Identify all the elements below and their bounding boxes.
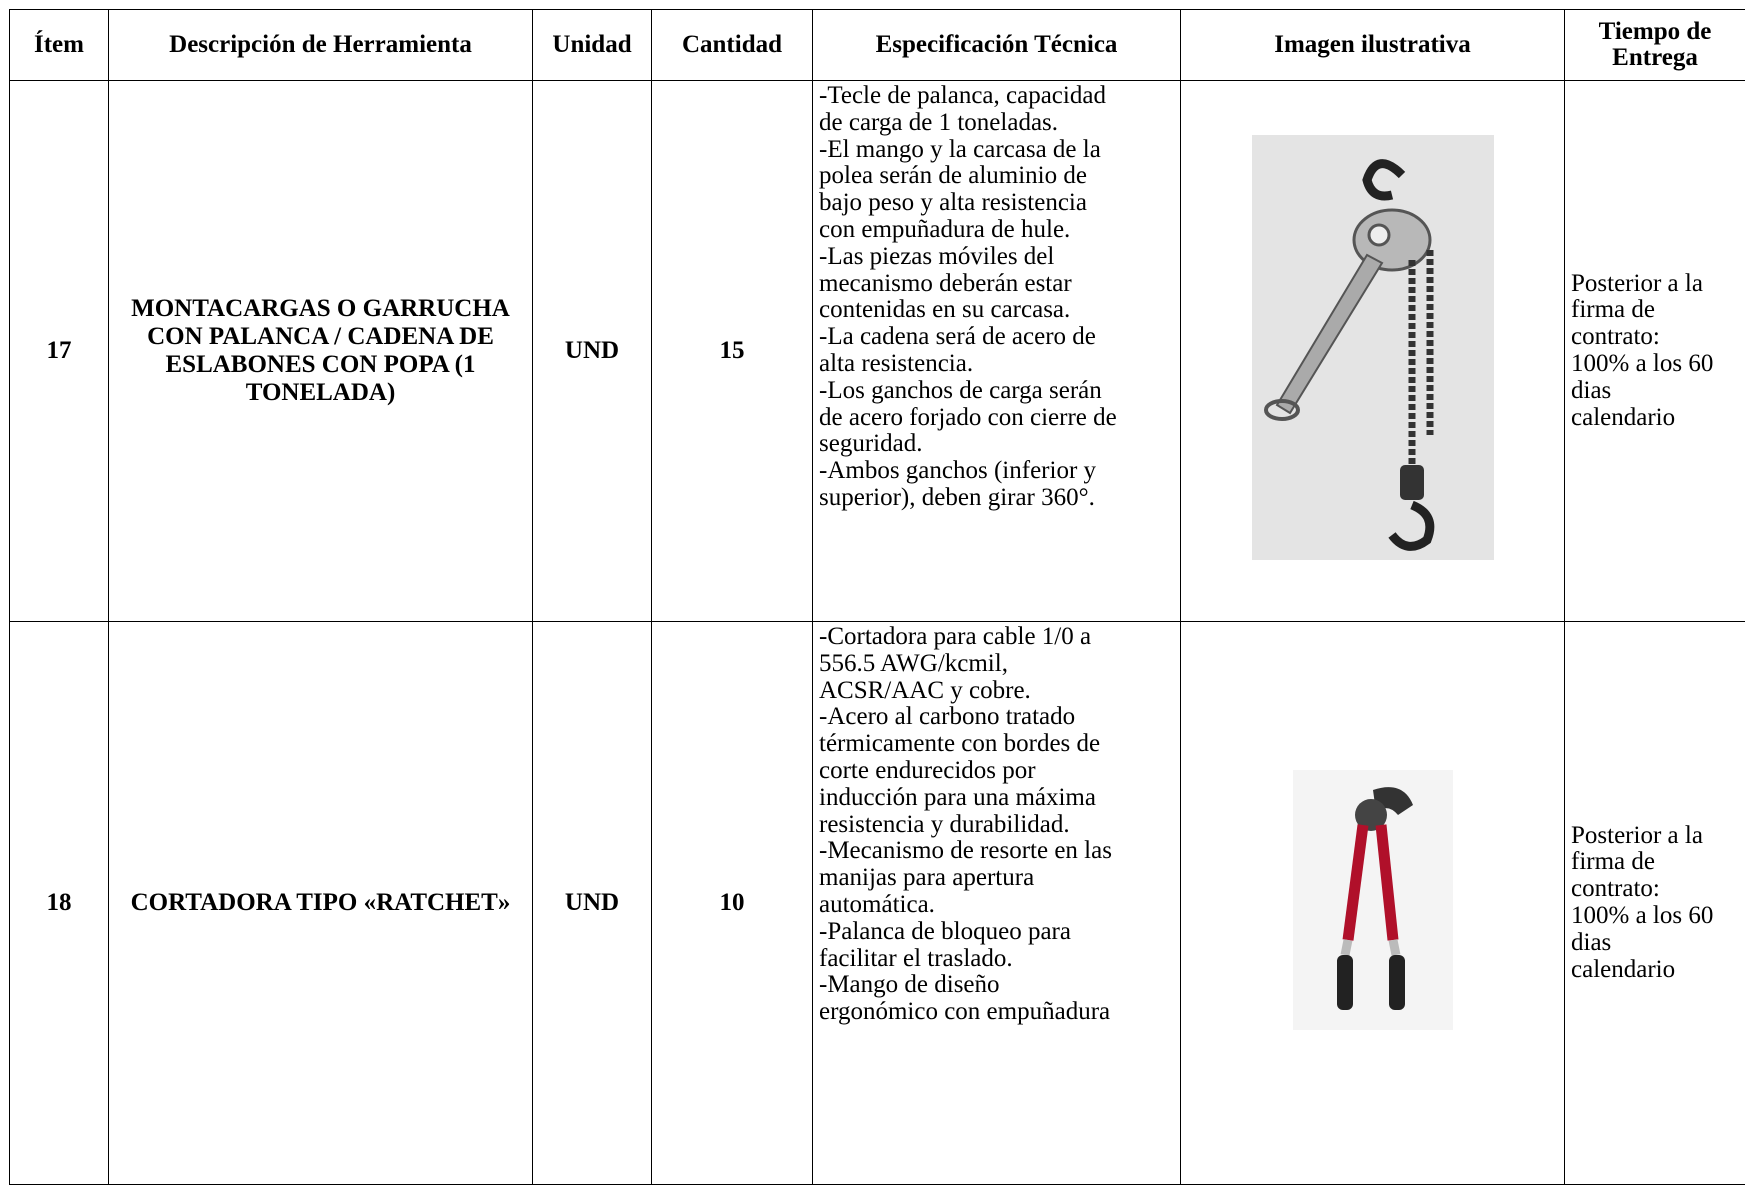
page: Ítem Descripción de Herramienta Unidad C… xyxy=(0,0,1745,1127)
text-line: de acero forjado con cierre de xyxy=(819,405,1174,432)
text-line: resistencia y durabilidad. xyxy=(819,812,1174,839)
text-line: térmicamente con bordes de xyxy=(819,731,1174,758)
text-line: -Ambos ganchos (inferior y xyxy=(819,458,1174,485)
text-line: dias xyxy=(1571,378,1739,405)
text-line: -Acero al carbono tratado xyxy=(819,704,1174,731)
header-cell: Especificación Técnica xyxy=(813,10,1181,81)
text-line: contenidas en su carcasa. xyxy=(819,297,1174,324)
text-line: ACSR/AAC y cobre. xyxy=(819,678,1174,705)
header-cell: Cantidad xyxy=(652,10,813,81)
text-line: 556.5 AWG/kcmil, xyxy=(819,651,1174,678)
text-line: mecanismo deberán estar xyxy=(819,271,1174,298)
table-row: 18 CORTADORA TIPO «RATCHET» UND 10 -Cort… xyxy=(10,622,1745,1185)
text-line: superior), deben girar 360°. xyxy=(819,485,1174,512)
description-cell: MONTACARGAS O GARRUCHA CON PALANCA / CAD… xyxy=(109,81,533,622)
text-line: -El mango y la carcasa de la xyxy=(819,137,1174,164)
text-line: firma de xyxy=(1571,849,1739,876)
header-cell: Descripción de Herramienta xyxy=(109,10,533,81)
text-line: alta resistencia. xyxy=(819,351,1174,378)
text-line: de carga de 1 toneladas. xyxy=(819,110,1174,137)
image-cell xyxy=(1181,622,1565,1185)
header-cell: Tiempo de Entrega xyxy=(1565,10,1745,81)
unit-cell: UND xyxy=(533,622,652,1185)
text-line: -Mecanismo de resorte en las xyxy=(819,838,1174,865)
text-line: -Las piezas móviles del xyxy=(819,244,1174,271)
text-line: automática. xyxy=(819,892,1174,919)
text-line: dias xyxy=(1571,930,1739,957)
text-line: calendario xyxy=(1571,405,1739,432)
quantity-cell: 10 xyxy=(652,622,813,1185)
item-cell: 17 xyxy=(10,81,109,622)
header-cell: Imagen ilustrativa xyxy=(1181,10,1565,81)
unit-cell: UND xyxy=(533,81,652,622)
header-cell: Ítem xyxy=(10,10,109,81)
tools-table: Ítem Descripción de Herramienta Unidad C… xyxy=(9,9,1745,1185)
cutter-image xyxy=(1293,770,1453,1030)
text-line: contrato: xyxy=(1571,876,1739,903)
text-line: bajo peso y alta resistencia xyxy=(819,190,1174,217)
text-line: -La cadena será de acero de xyxy=(819,324,1174,351)
text-line: -Cortadora para cable 1/0 a xyxy=(819,624,1174,651)
text-line: -Los ganchos de carga serán xyxy=(819,378,1174,405)
image-cell xyxy=(1181,81,1565,622)
quantity-cell: 15 xyxy=(652,81,813,622)
description-cell: CORTADORA TIPO «RATCHET» xyxy=(109,622,533,1185)
text-line: manijas para apertura xyxy=(819,865,1174,892)
table-row: 17 MONTACARGAS O GARRUCHA CON PALANCA / … xyxy=(10,81,1745,622)
text-line: Posterior a la xyxy=(1571,823,1739,850)
text-line: 100% a los 60 xyxy=(1571,351,1739,378)
text-line: contrato: xyxy=(1571,324,1739,351)
text-line: -Palanca de bloqueo para xyxy=(819,919,1174,946)
text-line: -Tecle de palanca, capacidad xyxy=(819,83,1174,110)
item-cell: 18 xyxy=(10,622,109,1185)
text-line: polea serán de aluminio de xyxy=(819,163,1174,190)
text-line: con empuñadura de hule. xyxy=(819,217,1174,244)
header-cell: Unidad xyxy=(533,10,652,81)
text-line: 100% a los 60 xyxy=(1571,903,1739,930)
text-line: inducción para una máxima xyxy=(819,785,1174,812)
hoist-image xyxy=(1252,135,1494,560)
header-row: Ítem Descripción de Herramienta Unidad C… xyxy=(10,10,1745,81)
text-line: firma de xyxy=(1571,297,1739,324)
text-line: corte endurecidos por xyxy=(819,758,1174,785)
text-line: facilitar el traslado. xyxy=(819,946,1174,973)
text-line: -Mango de diseño xyxy=(819,972,1174,999)
text-line: seguridad. xyxy=(819,431,1174,458)
text-line: Posterior a la xyxy=(1571,271,1739,298)
text-line: calendario xyxy=(1571,957,1739,984)
text-line: ergonómico con empuñadura xyxy=(819,999,1174,1026)
